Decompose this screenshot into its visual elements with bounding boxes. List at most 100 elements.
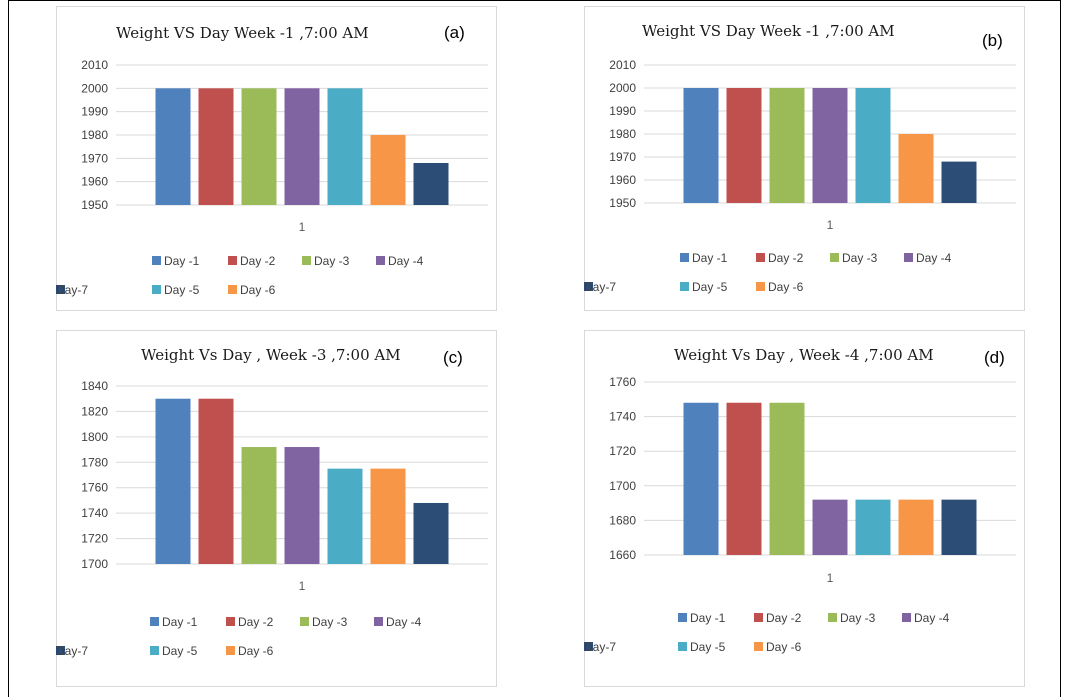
legend-label: Day -2	[238, 615, 274, 629]
legend-item: Day -1	[678, 611, 726, 625]
legend-item: Day -3	[300, 615, 348, 629]
legend-label: Day -4	[914, 611, 950, 625]
y-tick-label: 1990	[609, 104, 636, 118]
chart-panel-c: Weight Vs Day , Week -3 ,7:00 AM (c) 1700 1…	[56, 330, 497, 687]
y-tick-label: 2010	[81, 58, 108, 72]
x-category-label: 1	[827, 218, 834, 232]
bar-chart-b: Weight VS Day Week -1 ,7:00 AM (b) 1950 196…	[584, 6, 1025, 311]
legend-swatch	[902, 613, 911, 622]
panel-label: (c)	[443, 348, 463, 367]
bar-day-7	[941, 161, 977, 203]
bar-day-4	[812, 88, 848, 203]
legend-item: Day -2	[754, 611, 802, 625]
legend-item: Day -3	[302, 254, 350, 268]
legend-swatch	[830, 253, 839, 262]
chart-panel-b: Weight VS Day Week -1 ,7:00 AM (b) 1950 196…	[584, 6, 1025, 311]
y-tick-label: 2000	[81, 81, 108, 95]
legend-item: Day -4	[902, 611, 950, 625]
chart-title: Weight VS Day Week -1 ,7:00 AM	[116, 24, 369, 42]
y-tick-label: 1950	[81, 198, 108, 212]
bar-day-1	[683, 88, 719, 203]
y-tick-label: 1740	[81, 506, 108, 520]
y-tick-label: 1970	[81, 151, 108, 165]
legend-swatch	[756, 282, 765, 291]
legend-item: Day-7	[584, 640, 616, 654]
legend-swatch	[228, 256, 237, 265]
legend-swatch	[374, 617, 383, 626]
bar-day-5	[855, 88, 891, 203]
bar-day-5	[327, 468, 363, 564]
bar-chart-a: Weight VS Day Week -1 ,7:00 AM (a) 1950 196…	[56, 6, 497, 311]
legend-item: Day -2	[228, 254, 276, 268]
legend-label: Day -2	[240, 254, 276, 268]
bar-day-6	[898, 499, 934, 555]
legend-label: Day -1	[162, 615, 198, 629]
legend-item: Day -6	[756, 280, 804, 294]
legend-label: Day -1	[164, 254, 200, 268]
y-tick-label: 1820	[81, 404, 108, 418]
bar-day-4	[284, 447, 320, 564]
legend-label: Day -3	[842, 251, 878, 265]
legend-label: Day -4	[916, 251, 952, 265]
x-category-label: 1	[827, 571, 834, 585]
legend-item: Day -3	[830, 251, 878, 265]
legend-item: Day -1	[680, 251, 728, 265]
legend-swatch	[56, 646, 65, 655]
legend-swatch	[828, 613, 837, 622]
bar-day-2	[726, 88, 762, 203]
legend-swatch	[754, 642, 763, 651]
bar-day-1	[155, 398, 191, 564]
legend-item: Day-7	[584, 280, 616, 294]
y-tick-label: 1960	[81, 175, 108, 189]
y-tick-label: 1970	[609, 150, 636, 164]
legend-label: Day -3	[312, 615, 348, 629]
bar-day-5	[855, 499, 891, 555]
legend-swatch	[152, 256, 161, 265]
legend-swatch	[152, 285, 161, 294]
legend-label: Day -5	[164, 283, 200, 297]
legend-label: Day-7	[584, 280, 616, 294]
legend-label: Day -5	[690, 640, 726, 654]
panel-label: (d)	[984, 348, 1005, 367]
panel-label: (b)	[982, 31, 1003, 50]
y-tick-label: 1720	[81, 532, 108, 546]
legend-item: Day -3	[828, 611, 876, 625]
bar-day-6	[898, 134, 934, 203]
legend-item: Day -5	[152, 283, 200, 297]
y-tick-label: 1780	[81, 455, 108, 469]
x-category-label: 1	[299, 220, 306, 234]
bar-chart-c: Weight Vs Day , Week -3 ,7:00 AM (c) 1700 1…	[56, 330, 497, 687]
legend-swatch	[150, 617, 159, 626]
legend-label: Day -6	[238, 644, 274, 658]
legend-item: Day -4	[376, 254, 424, 268]
legend-item: Day -5	[680, 280, 728, 294]
y-tick-label: 1700	[609, 479, 636, 493]
legend-swatch	[678, 613, 687, 622]
bar-day-1	[155, 88, 191, 205]
chart-panel-a: Weight VS Day Week -1 ,7:00 AM (a) 1950 196…	[56, 6, 497, 311]
y-tick-label: 1740	[609, 410, 636, 424]
legend-item: Day -1	[150, 615, 198, 629]
legend-item: Day -1	[152, 254, 200, 268]
y-tick-label: 1760	[609, 375, 636, 389]
legend-item: Day -5	[150, 644, 198, 658]
legend-label: Day-7	[56, 644, 88, 658]
x-category-label: 1	[299, 579, 306, 593]
y-tick-label: 2000	[609, 81, 636, 95]
legend-label: Day -5	[692, 280, 728, 294]
chart-title: Weight Vs Day , Week -3 ,7:00 AM	[141, 346, 401, 364]
legend-item: Day -2	[756, 251, 804, 265]
y-tick-label: 1950	[609, 196, 636, 210]
legend-swatch	[228, 285, 237, 294]
legend-label: Day -3	[840, 611, 876, 625]
legend-swatch	[56, 285, 65, 294]
legend-swatch	[302, 256, 311, 265]
legend-swatch	[226, 646, 235, 655]
bar-day-3	[769, 88, 805, 203]
y-tick-label: 1660	[609, 548, 636, 562]
bar-day-6	[370, 135, 406, 205]
legend-swatch	[754, 613, 763, 622]
legend-item: Day -4	[374, 615, 422, 629]
chart-title: Weight VS Day Week -1 ,7:00 AM	[642, 22, 895, 40]
legend-item: Day -2	[226, 615, 274, 629]
